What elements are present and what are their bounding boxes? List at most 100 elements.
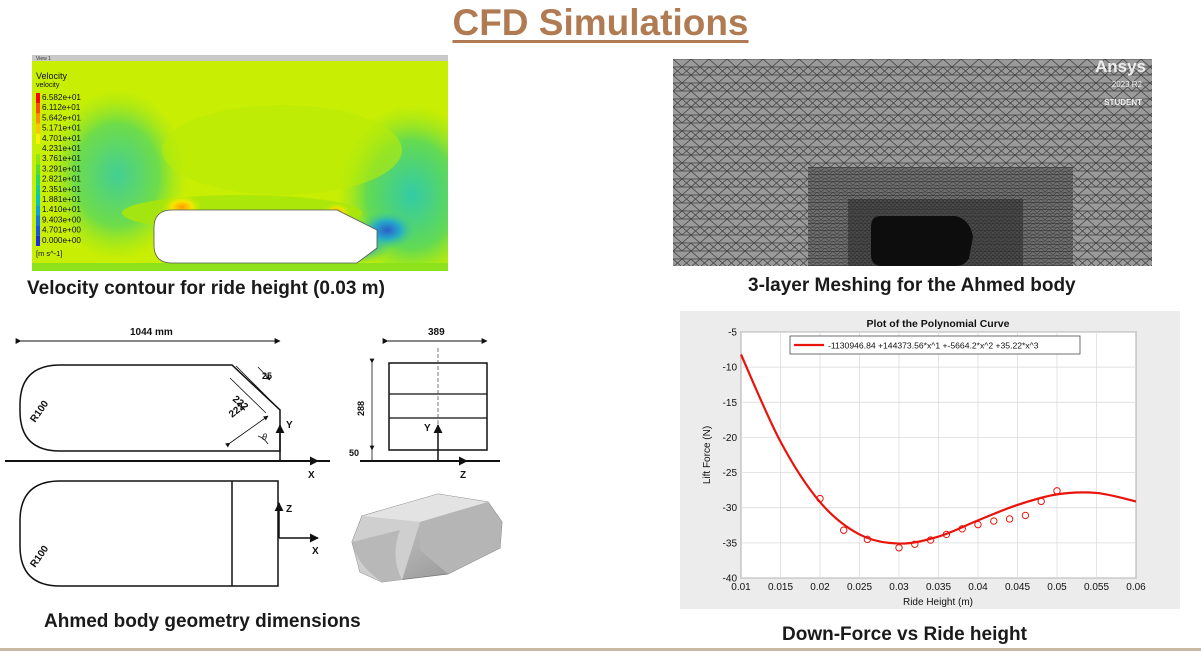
axis-y-label: Y [286,420,293,431]
data-markers [816,487,1061,552]
legend-value: 5.642e+01 [42,113,81,122]
ahmed-body-3d [351,493,503,583]
legend-value: 4.701e+00 [42,226,81,235]
chart-title: Plot of the Polynomial Curve [867,318,1010,330]
footer-rule [0,648,1201,651]
legend-value: 3.761e+01 [42,154,81,163]
ansys-logo: Ansys [1095,59,1146,76]
legend-value: 2.821e+01 [42,175,81,184]
dim-clearance: 50 [349,448,359,458]
x-tick-label: 0.035 [926,582,951,593]
data-point [990,517,998,525]
legend-swatch [36,154,40,165]
ansys-edition: STUDENT [1104,98,1142,107]
legend-swatch [36,123,40,134]
legend-swatch [36,144,40,155]
chart-ylabel: Lift Force (N) [702,426,713,484]
data-point [1021,511,1030,520]
mesh-caption: 3-layer Meshing for the Ahmed body [748,275,1076,296]
y-tick-label: -5 [728,328,737,339]
mesh-image: Ansys 2023 R2 STUDENT [673,59,1152,266]
velocity-contour-image: View 1 Velocity velocity 6.582e+016.112e… [32,55,448,271]
x-tick-label: 0.015 [768,582,793,593]
view-tab-bar [32,55,448,61]
front-view: 389 288 50 Y Z [349,327,500,481]
legend-swatch [36,164,40,175]
data-point [1037,497,1045,506]
dim-radius-plan: R100 [28,543,51,569]
data-point [958,525,966,533]
x-tick-label: 0.05 [1047,582,1067,593]
legend-swatch [36,235,40,246]
x-tick-label: 0.02 [810,582,830,593]
dim-radius: R100 [28,398,51,424]
x-tick-label: 0.03 [889,582,909,593]
legend-colorbar [36,93,40,246]
legend-swatch [36,113,40,124]
legend-swatch [36,184,40,195]
legend-value: 1.410e+01 [42,205,81,214]
x-tick-label: 0.01 [731,582,751,593]
data-point [1005,515,1014,523]
geometry-drawing: 1044 mm R100 25 222 222 θ Y X 389 288 50… [5,327,503,587]
y-tick-label: -15 [723,398,738,409]
polynomial-curve [739,354,1137,545]
velocity-caption: Velocity contour for ride height (0.03 m… [27,278,385,299]
y-tick-label: -35 [723,538,738,549]
geometry-caption: Ahmed body geometry dimensions [44,611,361,632]
legend-swatch [36,103,40,114]
legend-swatch [36,205,40,216]
data-point [974,520,982,529]
axis-y2-label: Y [424,423,431,434]
legend-value: 6.582e+01 [42,93,81,102]
ansys-version: 2023 R2 [1112,80,1143,89]
chart-y-ticks: -5 -10 -15 -20 -25 -30 -35 -40 [723,328,738,585]
axis-x2-label: X [312,546,319,557]
legend-swatch [36,195,40,206]
view-tab-label: View 1 [36,56,51,62]
ahmed-body-silhouette [153,209,378,264]
axis-z2-label: Z [286,504,292,515]
mesh-body [871,216,973,266]
data-point [816,494,824,503]
data-point [942,530,951,539]
dim-width: 389 [428,327,445,338]
legend-swatch [36,215,40,226]
data-point [895,544,903,552]
legend-swatch [36,133,40,144]
chart-xlabel: Ride Height (m) [903,597,973,608]
plan-view: R100 Z X [19,480,319,587]
x-tick-label: 0.04 [968,582,988,593]
data-point [911,540,919,548]
legend-subtitle: velocity [36,82,60,89]
data-point [840,526,848,534]
legend-value: 6.112e+01 [42,103,81,112]
legend-value: 3.291e+01 [42,164,81,173]
axis-z-label: Z [460,470,466,481]
legend-value: 4.701e+01 [42,134,81,143]
legend-value: 9.403e+00 [42,215,81,224]
y-tick-label: -40 [723,574,738,585]
side-view: 1044 mm R100 25 222 222 θ Y X [5,327,330,481]
legend-swatch [36,93,40,104]
legend-title: Velocity [36,71,68,81]
dim-slant-offset: 25 [262,371,272,381]
page-title-text: CFD Simulations [452,2,749,43]
y-tick-label: -30 [723,503,738,514]
downforce-caption: Down-Force vs Ride height [782,624,1027,645]
legend-value: 4.231e+01 [42,144,81,153]
legend-value: 2.351e+01 [42,185,81,194]
axis-x-label: X [308,470,315,481]
chart-legend: -1130946.84 +144373.56*x^1 +-5664.2*x^2 … [789,335,1081,355]
legend-value: 5.171e+01 [42,124,81,133]
legend-swatch [36,174,40,185]
legend-entry: -1130946.84 +144373.56*x^1 +-5664.2*x^2 … [828,341,1039,351]
x-tick-label: 0.045 [1005,582,1030,593]
legend-value: 0.000e+00 [42,236,81,245]
x-tick-label: 0.06 [1126,582,1146,593]
x-tick-label: 0.055 [1084,582,1109,593]
dim-height: 288 [356,401,366,416]
data-point [863,535,872,544]
y-tick-label: -20 [723,433,738,444]
legend-values: 6.582e+016.112e+015.642e+015.171e+014.70… [42,93,81,245]
